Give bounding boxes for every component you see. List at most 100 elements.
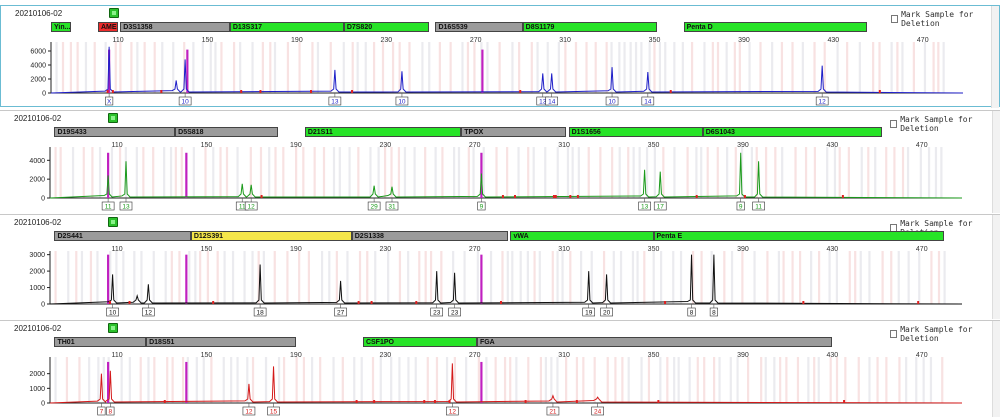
allele-call-label[interactable]: 13: [638, 198, 651, 211]
allele-call-label[interactable]: 12: [142, 304, 155, 317]
allele-call-label[interactable]: 8: [106, 403, 115, 416]
locus-marker[interactable]: D19S433: [54, 127, 176, 137]
checkbox-icon[interactable]: [891, 15, 899, 23]
sample-panel-p1[interactable]: 20210106-02 Mark Sample for Deletion Yin..…: [0, 5, 1000, 108]
checkbox-icon[interactable]: [890, 330, 898, 338]
locus-marker[interactable]: Yin...: [51, 22, 72, 32]
locus-marker[interactable]: D1S1656: [568, 127, 703, 137]
allele-call-label[interactable]: 23: [448, 304, 461, 317]
allele-call-label[interactable]: 18: [253, 304, 267, 317]
locus-marker[interactable]: D8S1179: [522, 22, 657, 32]
locus-marker[interactable]: D2S1338: [351, 231, 509, 241]
allele-call-label[interactable]: 12: [446, 403, 459, 416]
allele-call-label[interactable]: 29: [367, 198, 381, 211]
locus-marker[interactable]: D18S51: [146, 337, 296, 347]
allele-bin: [421, 42, 424, 93]
locus-marker[interactable]: AMEL: [97, 22, 119, 32]
allele-call-label[interactable]: 10: [395, 93, 409, 106]
allele-bin: [236, 147, 239, 198]
electropherogram-plot: 110 150 190 230 270 310 350 390 430 470 0 2000 4000 6…: [30, 37, 964, 106]
allele-bin: [629, 42, 632, 93]
allele-bin: [369, 147, 372, 198]
locus-marker[interactable]: CSF1PO: [362, 337, 477, 347]
locus-marker[interactable]: D6S1043: [702, 127, 882, 137]
locus-marker[interactable]: TPOX: [461, 127, 567, 137]
allele-call-label[interactable]: 10: [106, 304, 119, 317]
allele-call-label[interactable]: 9: [477, 198, 486, 211]
locus-marker[interactable]: TH01: [54, 337, 147, 347]
allele-call-label[interactable]: 17: [653, 198, 667, 211]
allele-bin: [718, 357, 721, 403]
dye-trace: [49, 363, 963, 404]
allele-call-label[interactable]: 13: [328, 93, 342, 106]
allele-call-label[interactable]: 14: [641, 93, 655, 106]
panel-scrollbar[interactable]: [992, 111, 1000, 213]
artifact-mark: [657, 400, 660, 403]
locus-marker[interactable]: D16S539: [435, 22, 523, 32]
locus-marker[interactable]: D3S1358: [120, 22, 230, 32]
allele-call-label[interactable]: 11: [752, 198, 765, 211]
allele-bin: [465, 357, 468, 403]
mark-deletion-checkbox[interactable]: Mark Sample for Deletion: [891, 10, 999, 28]
allele-call-label[interactable]: 13: [119, 198, 133, 211]
allele-call-label[interactable]: 14: [545, 93, 559, 106]
allele-call-label[interactable]: 23: [430, 304, 444, 317]
allele-bin: [142, 147, 145, 198]
sample-status-icon[interactable]: [108, 113, 118, 123]
allele-bin: [348, 147, 351, 198]
allele-bin: [418, 251, 421, 304]
sample-status-icon[interactable]: [108, 217, 118, 227]
locus-marker[interactable]: FGA: [476, 337, 833, 347]
checkbox-icon[interactable]: [890, 120, 898, 128]
allele-call-label[interactable]: 8: [687, 304, 696, 317]
locus-marker[interactable]: D2S441: [54, 231, 191, 241]
x-tick-label: 230: [380, 37, 392, 44]
allele-bin: [919, 147, 922, 198]
allele-call-label[interactable]: 9: [736, 198, 745, 211]
locus-marker[interactable]: Penta D: [683, 22, 867, 32]
locus-marker[interactable]: vWA: [510, 231, 654, 241]
allele-call-label[interactable]: 21: [546, 403, 560, 416]
locus-marker[interactable]: D7S820: [343, 22, 429, 32]
sample-status-icon[interactable]: [109, 8, 119, 18]
allele-bin: [302, 147, 305, 198]
locus-marker[interactable]: D12S391: [190, 231, 352, 241]
allele-call-label[interactable]: 10: [605, 93, 619, 106]
allele-bin: [844, 357, 847, 403]
allele-call-label[interactable]: 11: [101, 198, 115, 211]
allele-call-label[interactable]: 20: [600, 304, 613, 317]
allele-call-label[interactable]: 15: [267, 403, 280, 416]
allele-call-label[interactable]: 12: [242, 403, 256, 416]
allele-bin: [269, 42, 272, 93]
mark-deletion-checkbox[interactable]: Mark Sample for Deletion: [890, 115, 1000, 133]
allele-call-label[interactable]: 31: [385, 198, 399, 211]
allele-call-label[interactable]: 24: [591, 403, 604, 416]
allele-bin: [867, 147, 870, 198]
locus-marker[interactable]: D13S317: [229, 22, 344, 32]
locus-marker[interactable]: D5S818: [175, 127, 278, 137]
locus-marker[interactable]: Penta E: [653, 231, 945, 241]
allele-bin: [835, 251, 839, 304]
allele-call-label[interactable]: 19: [582, 304, 596, 317]
sample-panel-p4[interactable]: 20210106-02 Mark Sample for Deletion TH01 D…: [0, 320, 1000, 417]
mark-deletion-checkbox[interactable]: Mark Sample for Deletion: [890, 325, 1000, 343]
allele-call-label[interactable]: 27: [334, 304, 347, 317]
allele-call-label[interactable]: 12: [815, 93, 829, 106]
allele-call-label[interactable]: 7: [97, 403, 106, 416]
panel-scrollbar[interactable]: [991, 6, 999, 108]
panel-scrollbar[interactable]: [992, 215, 1000, 319]
sample-status-icon[interactable]: [108, 323, 118, 333]
x-tick-label: 230: [379, 142, 391, 149]
sample-panel-p2[interactable]: 20210106-02 Mark Sample for Deletion D19S4…: [0, 110, 1000, 213]
allele-bin: [810, 251, 813, 304]
allele-call-label[interactable]: 12: [244, 198, 258, 211]
locus-marker[interactable]: D21S11: [304, 127, 462, 137]
allele-bin: [527, 147, 530, 198]
x-tick-label: 190: [291, 37, 303, 44]
allele-call-label[interactable]: 8: [709, 304, 718, 317]
allele-bin: [594, 42, 597, 93]
panel-scrollbar[interactable]: [992, 321, 1000, 417]
allele-call-label[interactable]: 10: [178, 93, 192, 106]
allele-call-label[interactable]: X: [105, 93, 114, 106]
